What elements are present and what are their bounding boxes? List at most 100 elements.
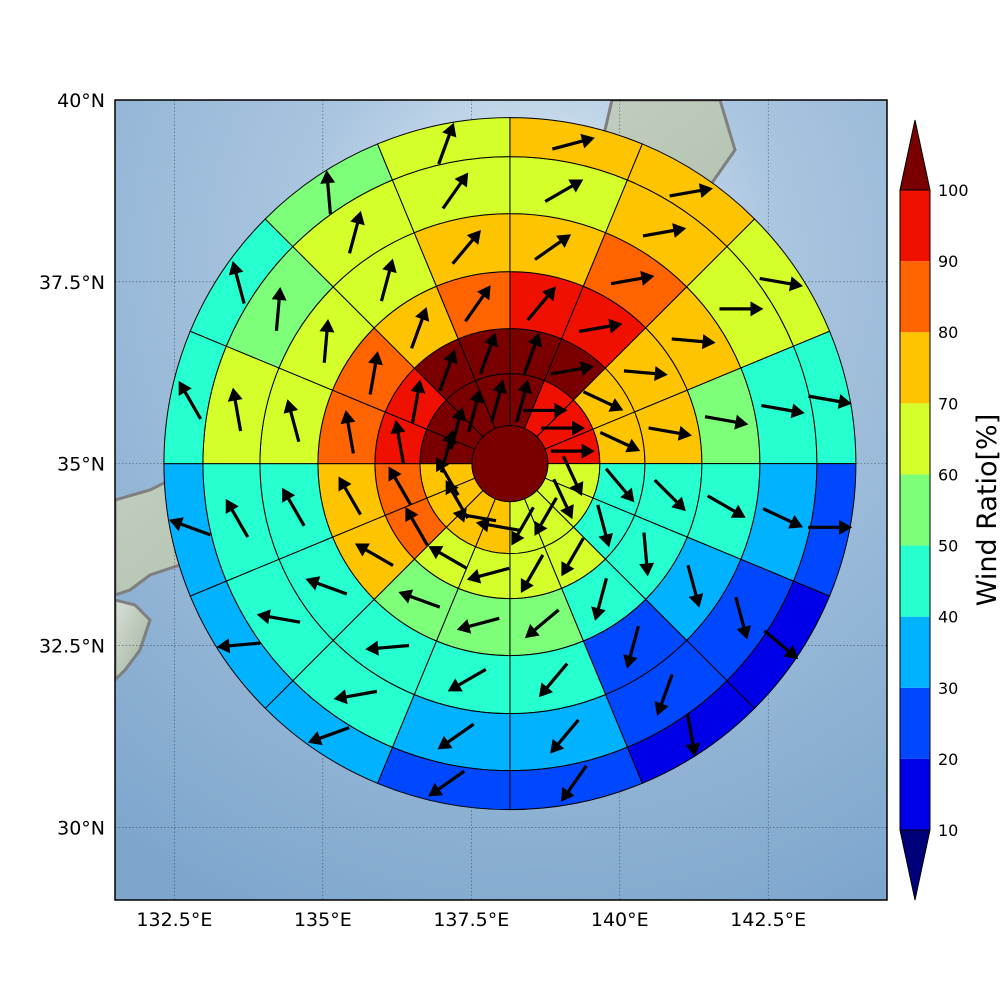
- wind-arrow: [333, 689, 378, 705]
- wind-rose: [163, 117, 857, 811]
- wind-arrow: [623, 625, 640, 669]
- wind-arrow: [305, 576, 348, 596]
- wind-arrow: [648, 425, 692, 441]
- wind-arrow: [441, 172, 469, 210]
- colorbar-tick-label: 70: [938, 394, 958, 413]
- colorbar-under-extension: [899, 829, 931, 901]
- wind-arrow: [653, 478, 686, 512]
- colorbar-bin: [900, 474, 930, 546]
- wind-arrow: [523, 402, 568, 418]
- wind-arrow: [704, 414, 749, 430]
- colorbar-bin: [900, 545, 930, 617]
- wind-arrow: [524, 608, 560, 639]
- wind-arrow: [560, 764, 588, 802]
- colorbar-tick-label: 100: [938, 181, 969, 200]
- y-tick-label: 37.5°N: [39, 272, 105, 294]
- wind-arrow: [654, 673, 674, 716]
- wind-arrow: [428, 769, 466, 797]
- wind-arrows: [169, 122, 853, 802]
- y-tick-label: 30°N: [57, 817, 105, 839]
- colorbar-tick-label: 90: [938, 252, 958, 271]
- wind-arrow: [379, 258, 397, 302]
- colorbar-tick-label: 60: [938, 465, 958, 484]
- map-frame: [114, 99, 888, 901]
- colorbar-tick-label: 30: [938, 679, 958, 698]
- wind-arrow: [447, 668, 487, 692]
- colorbar-over-extension: [899, 119, 931, 191]
- wind-arrow: [686, 564, 704, 608]
- colorbar-bin: [900, 687, 930, 759]
- wind-arrow: [604, 467, 635, 503]
- kyushu-landmass: [115, 598, 152, 683]
- wind-arrow: [538, 662, 569, 698]
- wind-arrow: [319, 318, 335, 363]
- wind-arrow: [475, 517, 520, 533]
- wind-arrow: [561, 537, 585, 577]
- wind-arrow: [534, 496, 558, 536]
- colorbar-bin: [900, 261, 930, 333]
- wind-arrow: [578, 318, 623, 334]
- colorbar-tick-label: 80: [938, 323, 958, 342]
- wind-arrow: [445, 480, 470, 520]
- wind-arrow: [169, 517, 211, 537]
- wind-arrow: [550, 443, 595, 459]
- wind-arrow: [390, 420, 406, 464]
- wind-arrow: [596, 504, 614, 548]
- x-tick-label: 142.5°E: [730, 909, 806, 931]
- colorbar-tick-label: 50: [938, 537, 958, 556]
- rose-center: [471, 425, 549, 503]
- wind-arrow: [228, 260, 246, 304]
- wind-arrow: [551, 133, 595, 151]
- wind-arrow: [225, 498, 250, 538]
- wind-arrow: [544, 179, 584, 203]
- wind-arrow: [685, 713, 701, 757]
- wind-arrow: [478, 332, 499, 375]
- wind-arrow: [437, 122, 457, 165]
- wind-arrow: [639, 532, 655, 577]
- x-tick-label: 137.5°E: [433, 909, 509, 931]
- wind-arrow: [354, 543, 394, 567]
- wind-arrow: [456, 616, 500, 634]
- wind-arrow: [271, 286, 287, 331]
- wind-arrow: [256, 609, 301, 625]
- wind-arrow: [347, 210, 365, 254]
- wind-arrow: [534, 234, 572, 261]
- colorbar-tick-label: 10: [938, 821, 958, 840]
- y-tick-label: 32.5°N: [39, 635, 105, 657]
- x-tick-label: 135°E: [294, 909, 352, 931]
- wind-arrow: [550, 361, 595, 376]
- wind-arrow: [669, 183, 713, 198]
- wind-arrow: [388, 466, 412, 506]
- colorbar-bin: [900, 758, 930, 830]
- colorbar-bin: [900, 332, 930, 404]
- wind-arrow: [466, 566, 510, 584]
- wind-arrow: [706, 494, 746, 518]
- x-axis-ticks: 132.5°E 135°E 137.5°E 140°E 142.5°E: [136, 909, 806, 931]
- wind-arrow: [227, 387, 243, 432]
- wind-arrow: [511, 506, 535, 546]
- wind-arrow: [340, 410, 356, 454]
- wind-arrow: [451, 230, 481, 265]
- wind-arrow: [623, 366, 668, 382]
- wind-arrow: [759, 276, 804, 292]
- wind-arrow: [734, 596, 752, 640]
- wind-arrow: [552, 478, 574, 520]
- wind-arrow: [365, 640, 410, 656]
- wind-arrow: [467, 389, 484, 433]
- wind-arrow: [719, 301, 764, 317]
- colorbar-label: Wind Ratio[%]: [972, 414, 1000, 606]
- colorbar-frame: [899, 189, 931, 831]
- wind-arrow: [610, 270, 655, 286]
- wind-arrow: [671, 334, 716, 350]
- colorbar-bin: [900, 403, 930, 475]
- wind-arrow: [761, 403, 805, 419]
- wind-arrow: [398, 589, 441, 609]
- wind-arrow: [591, 577, 608, 621]
- x-tick-label: 140°E: [591, 909, 649, 931]
- wind-arrow: [490, 379, 507, 423]
- wind-arrow: [582, 390, 624, 412]
- x-tick-label: 132.5°E: [136, 909, 212, 931]
- wind-arrow: [178, 380, 203, 420]
- wind-arrow: [515, 379, 532, 423]
